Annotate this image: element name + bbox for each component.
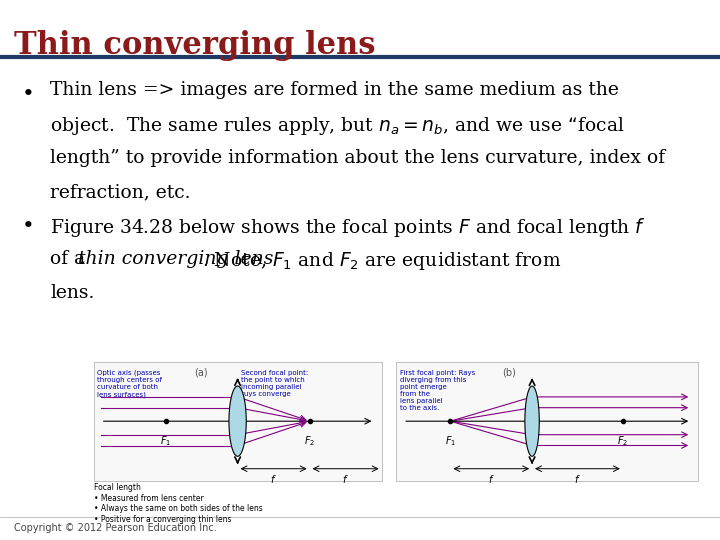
Text: of a: of a xyxy=(50,250,91,268)
Polygon shape xyxy=(229,386,246,456)
Text: Optic axis (passes
through centers of
curvature of both
lens surfaces): Optic axis (passes through centers of cu… xyxy=(97,370,162,398)
Text: Figure 34.28 below shows the focal points $F$ and focal length $f$: Figure 34.28 below shows the focal point… xyxy=(50,216,647,239)
Text: (b): (b) xyxy=(502,367,516,377)
Polygon shape xyxy=(525,386,539,456)
Text: $f$: $f$ xyxy=(574,473,581,485)
Text: $F_2$: $F_2$ xyxy=(617,435,629,449)
FancyBboxPatch shape xyxy=(94,362,382,481)
FancyBboxPatch shape xyxy=(396,362,698,481)
Text: . Note, $F_1$ and $F_2$ are equidistant from: . Note, $F_1$ and $F_2$ are equidistant … xyxy=(202,250,561,272)
Text: thin converging lens: thin converging lens xyxy=(78,250,273,268)
Text: length” to provide information about the lens curvature, index of: length” to provide information about the… xyxy=(50,149,665,167)
Text: $F_2$: $F_2$ xyxy=(304,435,315,449)
Text: Thin lens => images are formed in the same medium as the: Thin lens => images are formed in the sa… xyxy=(50,81,619,99)
Text: •: • xyxy=(22,216,35,236)
Text: lens.: lens. xyxy=(50,284,95,302)
Text: Copyright © 2012 Pearson Education Inc.: Copyright © 2012 Pearson Education Inc. xyxy=(14,523,217,533)
Text: Second focal point:
the point to which
incoming parallel
ruys converge: Second focal point: the point to which i… xyxy=(241,370,308,397)
Text: Focal length
• Measured from lens center
• Always the same on both sides of the : Focal length • Measured from lens center… xyxy=(94,483,262,523)
Text: $F_1$: $F_1$ xyxy=(445,435,456,449)
Text: $f$: $f$ xyxy=(342,473,349,485)
Text: $f$: $f$ xyxy=(488,473,495,485)
Text: refraction, etc.: refraction, etc. xyxy=(50,183,191,201)
Text: Thin converging lens: Thin converging lens xyxy=(14,30,376,60)
Text: $F_1$: $F_1$ xyxy=(160,435,171,449)
Text: object.  The same rules apply, but $n_a = n_b$, and we use “focal: object. The same rules apply, but $n_a =… xyxy=(50,115,625,137)
Text: (a): (a) xyxy=(194,367,208,377)
Text: First focal point: Rays
diverging from this
point emerge
from the
lens parallel
: First focal point: Rays diverging from t… xyxy=(400,370,475,411)
Text: •: • xyxy=(22,84,35,104)
Text: $f$: $f$ xyxy=(270,473,277,485)
